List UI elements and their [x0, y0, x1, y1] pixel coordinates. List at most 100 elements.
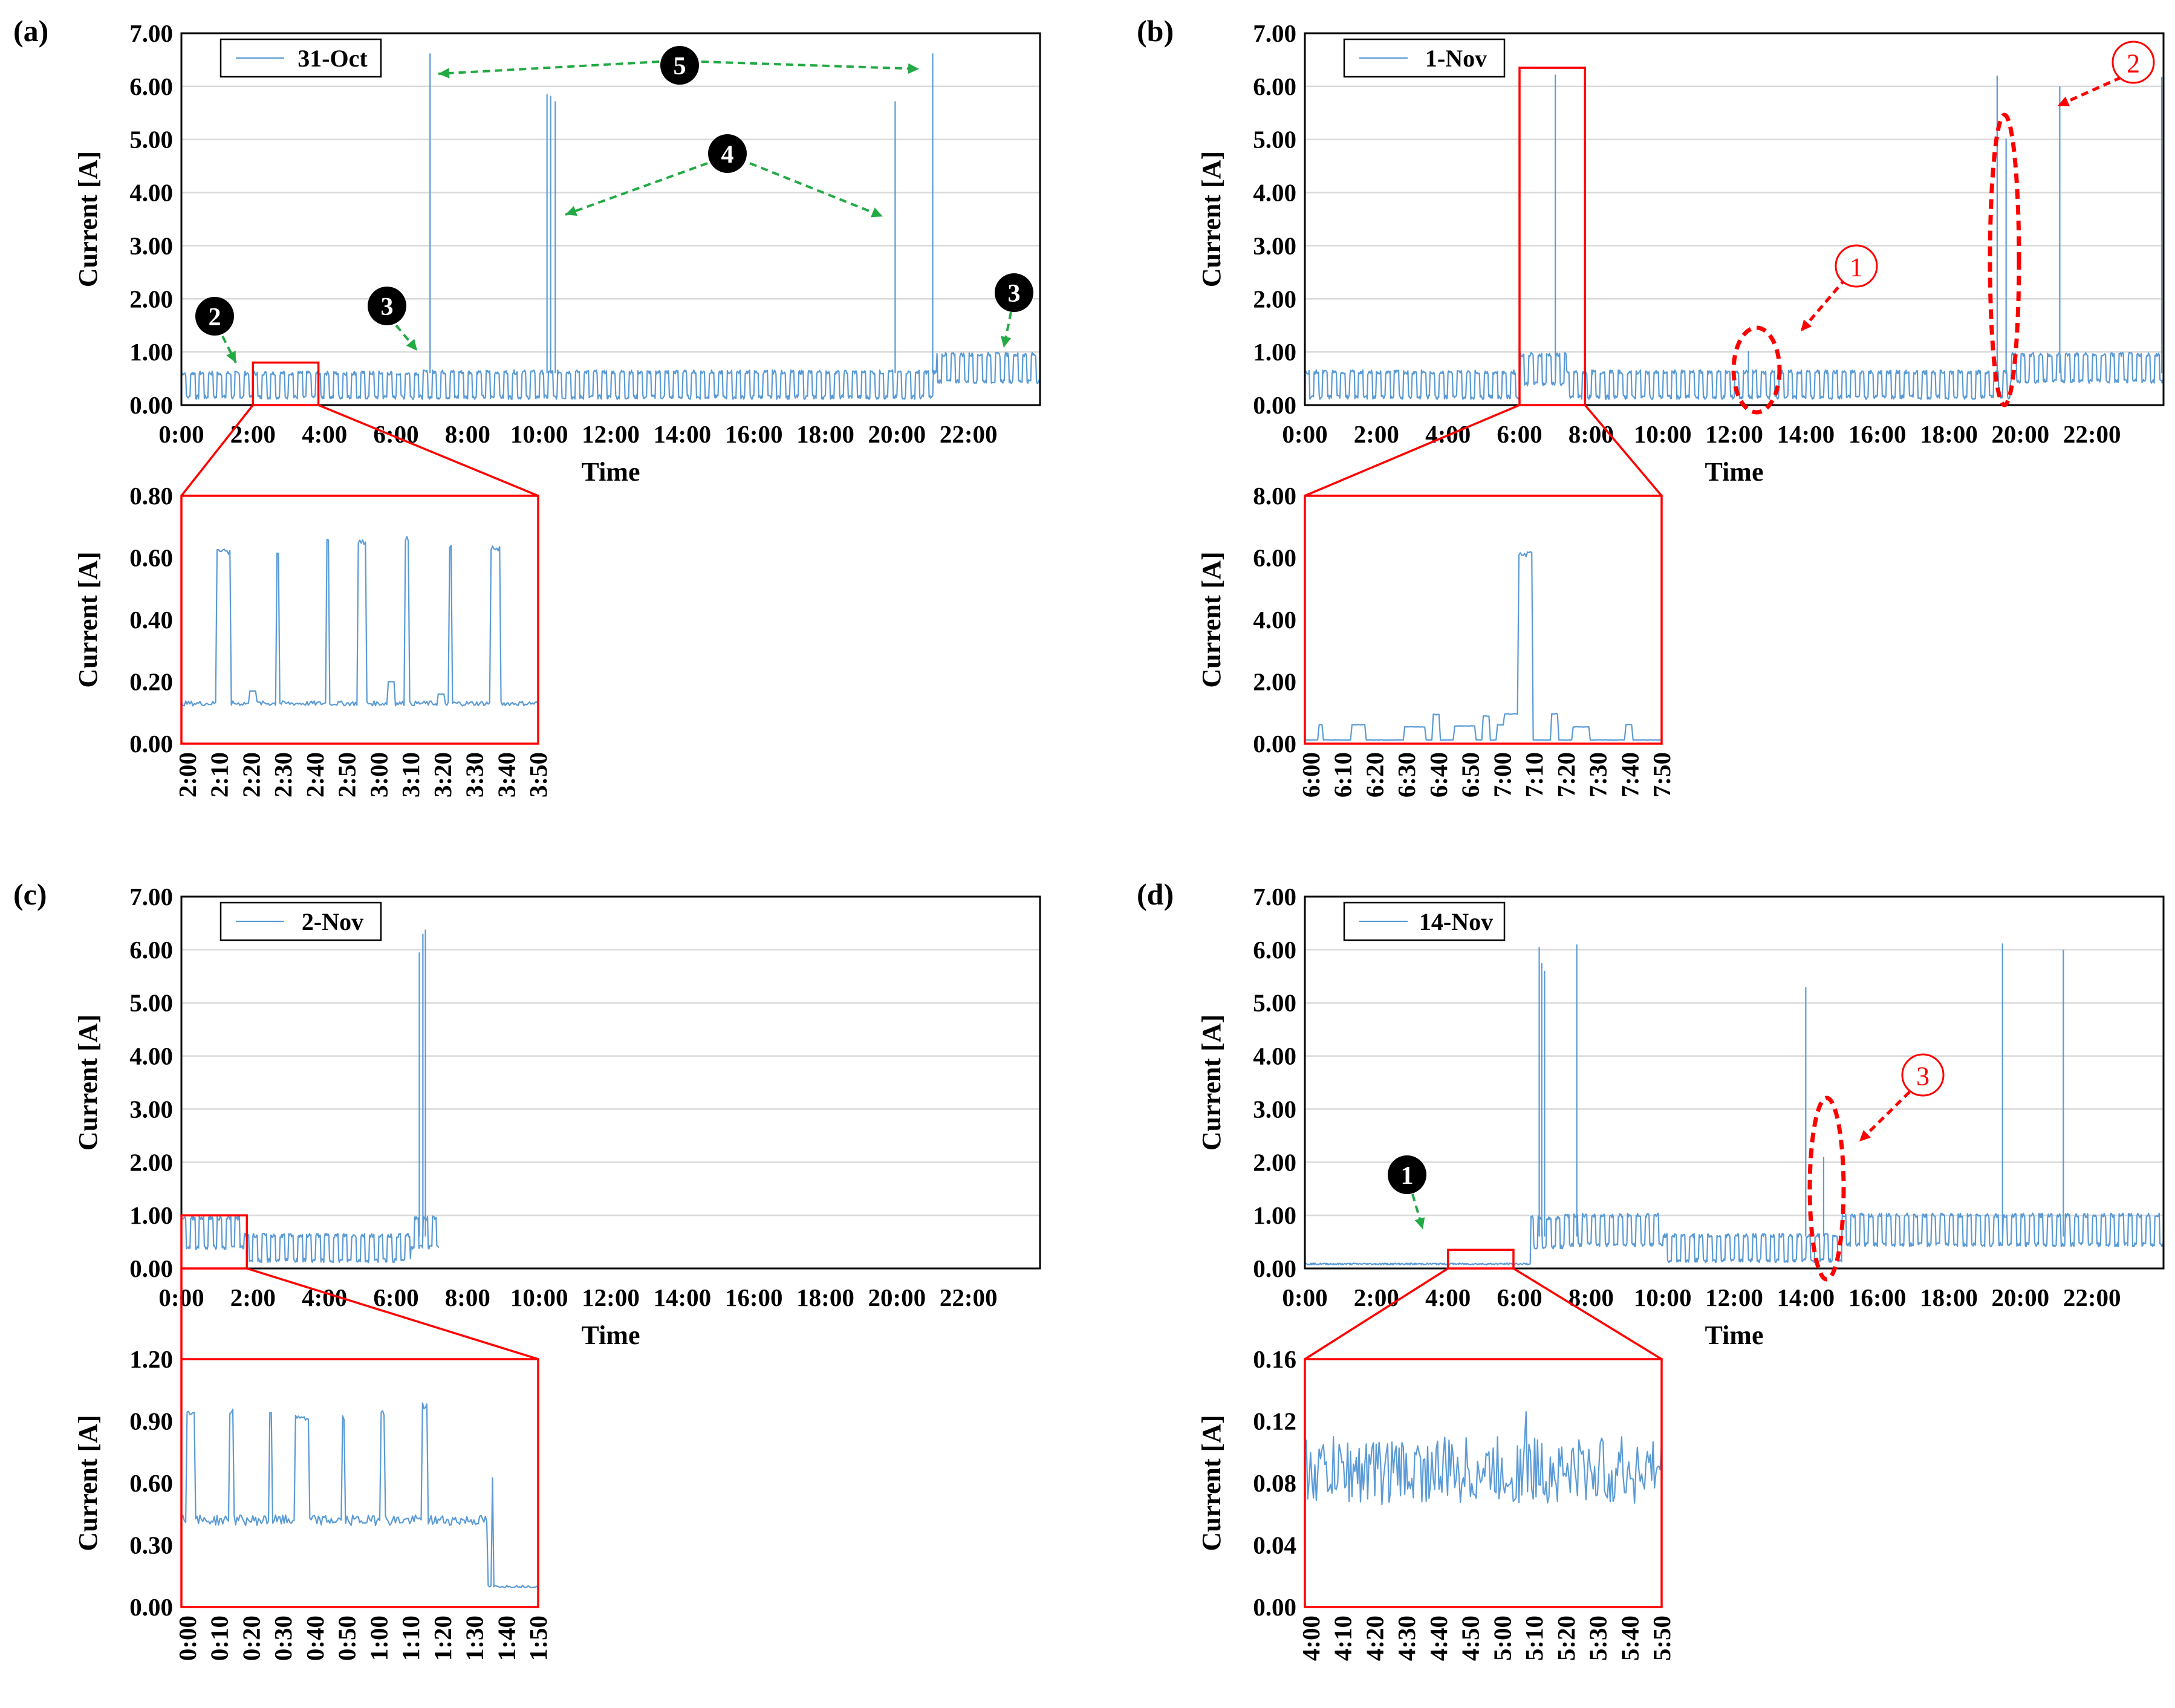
x-tick-label: 10:00 — [510, 1284, 568, 1311]
zoom-x-tick-label: 5:30 — [1584, 1615, 1612, 1661]
y-axis-title: Current [A] — [1197, 1015, 1226, 1151]
x-tick-label: 12:00 — [582, 420, 640, 448]
marker-label: 2 — [2127, 49, 2140, 79]
y-tick-label: 1.00 — [129, 1201, 173, 1229]
zoom-x-tick-label: 1:50 — [524, 1615, 552, 1661]
marker-circle — [2112, 41, 2155, 84]
zoom-plot-area — [180, 495, 539, 745]
arrow-head — [1801, 319, 1812, 331]
zoom-y-tick-label: 6.00 — [1253, 544, 1296, 572]
x-tick-label: 14:00 — [654, 420, 712, 448]
zoom-series-line — [180, 536, 539, 707]
marker-label: 2 — [209, 304, 221, 331]
arrow-head — [226, 351, 236, 363]
zoom-x-tick-label: 4:00 — [1297, 1615, 1325, 1661]
marker-label: 3 — [1916, 1062, 1930, 1091]
zoom-x-tick-label: 3:10 — [397, 752, 424, 797]
zoom-x-tick-label: 7:00 — [1488, 752, 1516, 797]
zoom-x-tick-label: 1:40 — [492, 1615, 520, 1661]
zoom-x-tick-label: 0:50 — [333, 1615, 361, 1661]
x-tick-label: 20:00 — [868, 1284, 926, 1311]
x-tick-label: 22:00 — [2063, 420, 2121, 448]
zoom-x-tick-label: 2:10 — [206, 752, 233, 797]
arrow-head — [438, 68, 450, 79]
plot-area — [1304, 32, 2165, 406]
x-tick-label: 16:00 — [725, 1284, 783, 1311]
zoom-plot-area — [180, 1358, 539, 1608]
zoom-y-axis-title: Current [A] — [73, 1415, 103, 1551]
zoom-plot-area — [1304, 495, 1663, 745]
highlight-ellipse — [1988, 112, 2021, 408]
marker-circle — [1388, 1155, 1426, 1194]
marker-circle — [660, 46, 699, 85]
y-tick-label: 4.00 — [1253, 179, 1296, 207]
y-tick-label: 2.00 — [1253, 285, 1296, 313]
zoom-x-tick-label: 7:10 — [1520, 752, 1548, 797]
y-tick-label: 2.00 — [1253, 1148, 1296, 1176]
zoom-x-tick-label: 6:10 — [1329, 752, 1357, 797]
marker-circle — [1835, 244, 1878, 288]
x-tick-label: 6:00 — [373, 1284, 418, 1311]
arrow-head — [565, 206, 577, 216]
zoom-y-tick-label: 4.00 — [1253, 606, 1296, 634]
zoom-x-tick-label: 6:30 — [1393, 752, 1420, 797]
zoom-x-tick-label: 4:20 — [1361, 1615, 1388, 1661]
zoom-x-tick-label: 4:10 — [1329, 1615, 1357, 1661]
zoom-x-tick-label: 2:50 — [333, 752, 361, 797]
legend: 31-Oct — [219, 38, 382, 78]
zoom-y-tick-label: 0.20 — [129, 668, 173, 696]
y-axis-title: Current [A] — [1197, 151, 1226, 287]
marker-circle — [195, 297, 234, 336]
y-tick-label: 0.00 — [1253, 1255, 1296, 1282]
zoom-y-tick-label: 0.00 — [1253, 1593, 1296, 1621]
zoom-y-tick-label: 0.00 — [1253, 730, 1296, 758]
y-tick-label: 7.00 — [1253, 19, 1296, 47]
y-axis-title: Current [A] — [73, 151, 103, 287]
zoom-connector-line — [1304, 1267, 1449, 1360]
x-tick-label: 12:00 — [1705, 1284, 1763, 1311]
marker-circle — [368, 287, 406, 325]
x-tick-label: 8:00 — [445, 420, 490, 448]
zoom-x-tick-label: 1:30 — [461, 1615, 489, 1661]
zoom-y-tick-label: 0.00 — [129, 1593, 173, 1621]
zoom-x-tick-label: 7:20 — [1552, 752, 1580, 797]
arrow-head — [1001, 336, 1012, 348]
y-tick-label: 6.00 — [1253, 936, 1296, 964]
annotation-arrow — [565, 162, 708, 216]
zoom-y-axis-title: Current [A] — [73, 551, 103, 687]
x-tick-label: 0:00 — [1282, 420, 1327, 448]
panel-label: (d) — [1137, 877, 1174, 911]
x-tick-label: 22:00 — [2063, 1284, 2121, 1311]
x-tick-label: 0:00 — [1282, 1284, 1327, 1311]
zoom-connector-line — [1584, 404, 1663, 497]
zoom-y-tick-label: 0.04 — [1253, 1531, 1296, 1559]
x-tick-label: 8:00 — [445, 1284, 490, 1311]
series-line — [181, 352, 1041, 400]
zoom-connector-line — [1513, 1267, 1662, 1360]
y-tick-label: 1.00 — [1253, 1201, 1296, 1229]
zoom-x-tick-label: 3:30 — [461, 752, 489, 797]
plot-area — [180, 32, 1041, 406]
zoom-y-tick-label: 0.12 — [1253, 1408, 1296, 1435]
x-tick-label: 2:00 — [1354, 420, 1399, 448]
panel-c: (c) 0.00 1.00 2.00 3.00 4.00 5.00 6.00 7.00 0:00 2… — [13, 877, 1041, 1661]
y-tick-label: 5.00 — [1253, 126, 1296, 154]
zoom-x-tick-label: 7:40 — [1616, 752, 1643, 797]
y-tick-label: 6.00 — [1253, 73, 1296, 100]
zoom-x-tick-label: 3:20 — [429, 752, 457, 797]
zoom-x-tick-label: 7:30 — [1584, 752, 1612, 797]
x-tick-label: 2:00 — [230, 1284, 276, 1311]
zoom-y-tick-label: 0.16 — [1253, 1345, 1296, 1373]
zoom-x-tick-label: 0:40 — [301, 1615, 329, 1661]
y-tick-label: 0.00 — [1253, 391, 1296, 419]
zoom-x-tick-label: 5:00 — [1488, 1615, 1516, 1661]
zoom-highlight-box — [252, 361, 320, 406]
x-tick-label: 0:00 — [158, 420, 204, 448]
x-tick-label: 12:00 — [1705, 420, 1763, 448]
arrow-head — [908, 63, 919, 74]
marker-circle — [1901, 1053, 1945, 1097]
x-tick-label: 10:00 — [1634, 420, 1692, 448]
x-tick-label: 16:00 — [725, 420, 783, 448]
zoom-x-tick-label: 3:40 — [492, 752, 520, 797]
